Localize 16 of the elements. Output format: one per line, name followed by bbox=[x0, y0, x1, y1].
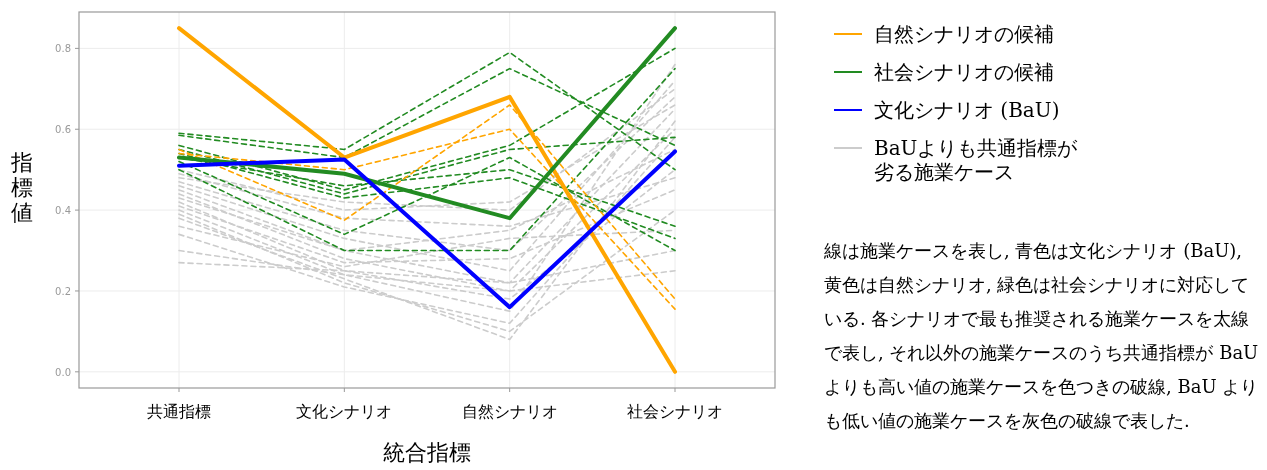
y-tick-label: 0.4 bbox=[55, 205, 71, 217]
y-tick-label: 0.0 bbox=[55, 366, 71, 378]
y-axis-title: 指標値 bbox=[10, 150, 33, 225]
legend-label: 自然シナリオの候補 bbox=[874, 22, 1055, 46]
y-tick-label: 0.2 bbox=[55, 285, 71, 297]
x-tick-label: 社会シナリオ bbox=[627, 402, 723, 421]
legend-label: 社会シナリオの候補 bbox=[874, 60, 1055, 84]
x-axis-title: 統合指標 bbox=[383, 440, 471, 465]
legend-label: 文化シナリオ (BaU) bbox=[874, 98, 1061, 122]
x-tick-label: 自然シナリオ bbox=[461, 402, 558, 421]
y-tick-label: 0.8 bbox=[55, 43, 71, 55]
x-tick-label: 共通指標 bbox=[147, 402, 211, 421]
x-tick-label: 文化シナリオ bbox=[296, 402, 393, 421]
text: 線は施業ケースを表し, 青色は文化シナリオ (BaU), 黄色は自然シナリオ, 緑色は社会シナリオに対応している. 各シナリオで最も推奨される施業ケースを太線で表し, それ以外の施業ケースのうち共通指標が BaU よりも高い値の施業ケースを色つきの破線, BaU よりも低い値の施業ケースを灰色の破線で表した. bbox=[824, 239, 1260, 433]
legend-label: BaUよりも共通指標が劣る施業ケース bbox=[874, 136, 1079, 184]
y-tick-label: 0.6 bbox=[55, 124, 71, 136]
